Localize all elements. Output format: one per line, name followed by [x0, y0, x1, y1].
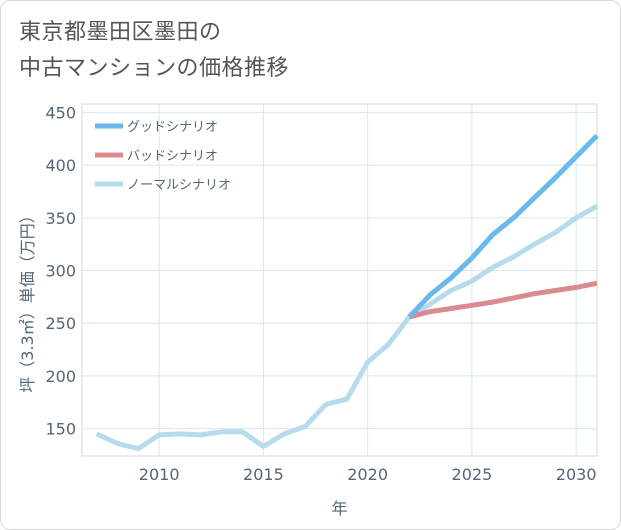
series-line-2	[95, 204, 599, 452]
x-tick-label: 2010	[139, 465, 180, 484]
x-tick-label: 2015	[243, 465, 284, 484]
x-tick-label: 2030	[556, 465, 597, 484]
x-tick-labels: 2010 2015 2020 2025 2030	[139, 465, 597, 484]
y-tick-labels: 150 200 250 300 350 400 450	[45, 103, 76, 438]
plot-area-frame	[81, 103, 598, 457]
y-tick-label: 150	[45, 420, 76, 439]
legend-label-0: グッドシナリオ	[127, 120, 218, 135]
y-tick-label: 400	[45, 156, 76, 175]
chart-title-line-1: 東京都墨田区墨田の	[19, 20, 222, 45]
x-tick-label: 2025	[452, 465, 493, 484]
y-axis-title: 坪（3.3㎡）単価（万円）	[18, 207, 37, 392]
legend-label-1: バッドシナリオ	[127, 149, 218, 164]
y-tick-label: 250	[45, 314, 76, 333]
y-tick-label: 300	[45, 262, 76, 281]
x-axis-title: 年	[331, 499, 347, 518]
legend-label-2: ノーマルシナリオ	[127, 178, 231, 193]
y-tick-label: 450	[45, 103, 76, 122]
x-tick-label: 2020	[347, 465, 388, 484]
series-line-0	[407, 133, 599, 319]
series-lines	[95, 133, 599, 452]
chart-title: 東京都墨田区墨田の 中古マンションの価格推移	[19, 15, 439, 87]
series-line-1	[408, 280, 598, 320]
chart-title-line-2: 中古マンションの価格推移	[19, 56, 290, 81]
y-tick-label: 350	[45, 209, 76, 228]
y-tick-label: 200	[45, 367, 76, 386]
